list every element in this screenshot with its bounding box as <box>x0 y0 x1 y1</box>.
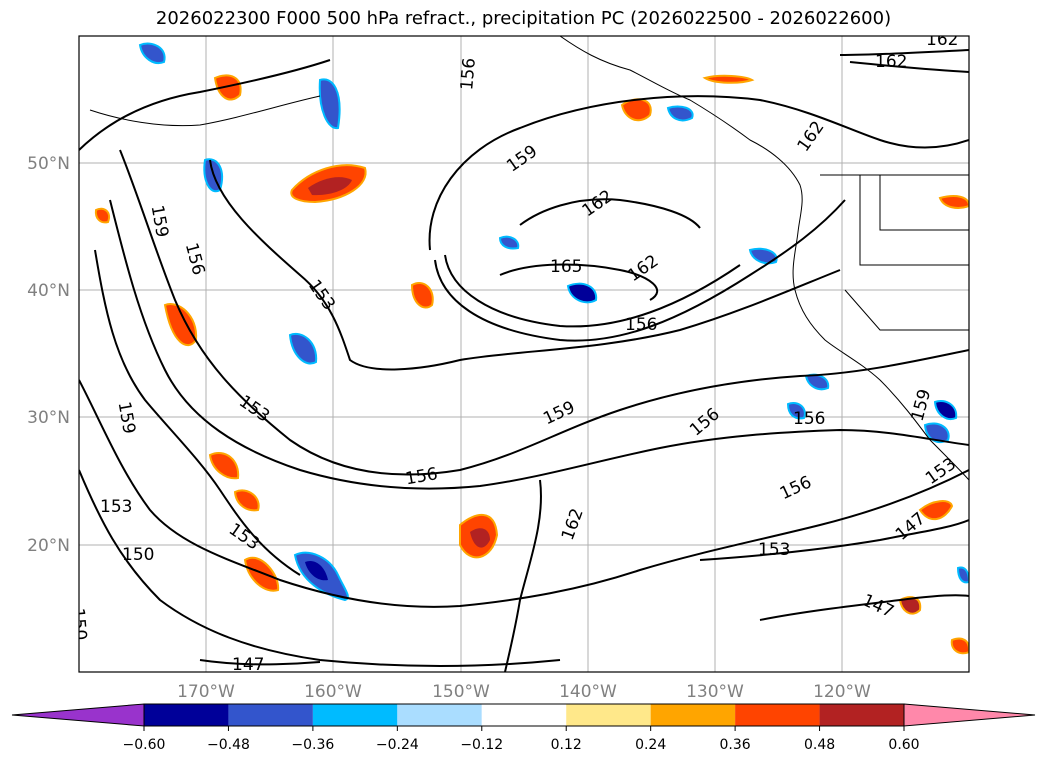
lon-label: 160°W <box>304 682 362 702</box>
colorbar-tick-label: −0.12 <box>460 737 503 753</box>
colorbar-segment <box>566 704 651 726</box>
precip-blob <box>208 452 240 480</box>
contour-line <box>499 263 658 301</box>
contour-line <box>504 479 542 672</box>
contour-line <box>434 199 846 342</box>
contour-label: 153 <box>100 497 132 517</box>
colorbar-segment <box>228 704 313 726</box>
precip-blob <box>308 177 352 196</box>
precip-blob <box>213 74 242 101</box>
colorbar-tick-label: 0.36 <box>720 737 751 753</box>
colorbar-tick-label: −0.24 <box>376 737 419 753</box>
contour-line <box>94 249 301 576</box>
contour-line <box>519 198 701 229</box>
map-panel <box>79 36 969 672</box>
precip-blob <box>950 637 969 655</box>
colorbar-segment <box>481 704 567 726</box>
contour-line <box>699 519 969 561</box>
contour-label: 165 <box>550 257 582 277</box>
precip-blob <box>748 247 778 265</box>
contour-line <box>209 159 841 371</box>
colorbar-tick-label: 0.60 <box>888 737 919 753</box>
contour-label: 150 <box>122 545 154 565</box>
colorbar-extend-max <box>903 703 1036 727</box>
lon-label: 140°W <box>559 682 617 702</box>
precip-blob <box>566 282 598 304</box>
lat-label: 40°N <box>27 281 70 301</box>
lon-label: 150°W <box>432 682 490 702</box>
colorbar-segment <box>397 704 482 726</box>
contour-label: 162 <box>926 30 958 50</box>
lat-label: 50°N <box>27 154 70 174</box>
contour-line <box>849 61 969 73</box>
refractivity-contours <box>79 49 969 672</box>
lon-axis-labels: 170°W 160°W 150°W 140°W 130°W 120°W <box>177 682 871 702</box>
lat-label: 20°N <box>27 536 70 556</box>
contour-label: 153 <box>758 540 790 560</box>
precip-blob <box>243 556 280 592</box>
colorbar-segment <box>312 704 398 726</box>
precip-blob <box>898 596 922 615</box>
precip-blob <box>702 74 755 84</box>
colorbar-segment <box>735 704 820 726</box>
colorbar-outline <box>143 703 905 727</box>
precip-blob <box>933 400 958 420</box>
contour-label: 156 <box>793 409 825 429</box>
precip-blob <box>288 332 318 365</box>
contour-line <box>79 379 969 608</box>
colorbar-extend-min <box>11 703 145 727</box>
colorbar-segment <box>144 704 229 726</box>
colorbar-tick-label: 0.12 <box>551 737 582 753</box>
contour-line <box>109 199 969 490</box>
lat-label: 30°N <box>27 408 70 428</box>
precip-blob <box>923 422 950 444</box>
contour-label: 156 <box>625 315 657 335</box>
colorbar: −0.60 −0.48 −0.36 −0.24 −0.12 0.12 0.24 0.36 0.4… <box>11 703 1036 753</box>
contour-line <box>119 149 969 476</box>
contour-line <box>428 95 969 251</box>
contour-label: 150 <box>67 607 90 641</box>
colorbar-tick-label: −0.48 <box>207 737 250 753</box>
contour-label: 147 <box>232 655 264 675</box>
precip-blob <box>138 42 166 64</box>
lat-axis-labels: 50°N 40°N 30°N 20°N <box>27 154 70 556</box>
precip-blob <box>94 207 110 224</box>
lon-label: 120°W <box>813 682 871 702</box>
colorbar-tick-label: 0.48 <box>804 737 835 753</box>
state-borders <box>879 175 969 231</box>
colorbar-tick-label: −0.36 <box>291 737 334 753</box>
chart-title: 2026022300 F000 500 hPa refract., precip… <box>155 8 892 29</box>
precip-blob <box>786 402 806 420</box>
lon-label: 170°W <box>177 682 235 702</box>
contour-line <box>444 254 741 328</box>
precip-blob <box>305 560 328 581</box>
contour-label: 162 <box>875 52 907 72</box>
precip-blob <box>938 195 969 209</box>
north-america-coast <box>559 36 969 481</box>
lon-label: 130°W <box>686 682 744 702</box>
contour-line <box>759 594 969 621</box>
precip-blob <box>498 235 520 250</box>
colorbar-segment <box>819 704 904 726</box>
contour-line <box>839 49 969 56</box>
state-borders <box>859 175 969 266</box>
contour-line <box>79 59 331 151</box>
precip-blob <box>956 566 969 584</box>
colorbar-segment <box>650 704 736 726</box>
map-border <box>78 35 970 673</box>
precip-shading <box>94 42 969 655</box>
precip-blob <box>318 78 341 130</box>
colorbar-tick-label: 0.24 <box>635 737 666 753</box>
precip-blob <box>410 282 434 309</box>
contour-line <box>199 659 321 666</box>
precip-blob <box>470 528 490 548</box>
precip-blob <box>666 105 694 122</box>
precip-blob <box>233 489 260 512</box>
contour-label: 156 <box>457 57 480 91</box>
colorbar-tick-label: −0.60 <box>123 737 166 753</box>
contour-line <box>79 469 561 667</box>
precip-blob <box>918 500 954 521</box>
state-borders <box>844 289 969 331</box>
